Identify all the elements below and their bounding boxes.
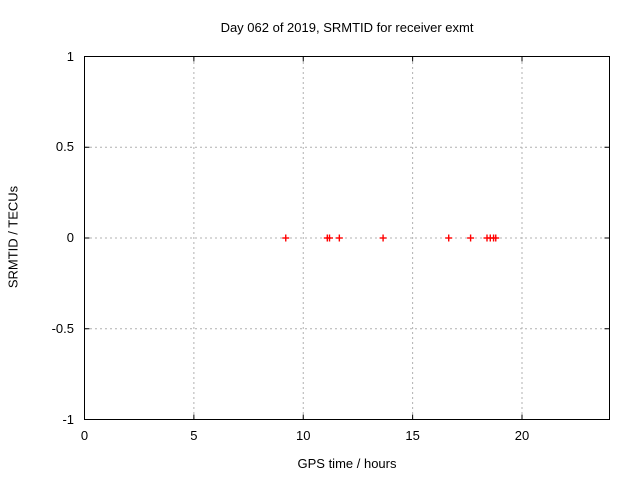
x-axis-label: GPS time / hours — [297, 456, 397, 471]
y-tick-label: -0.5 — [51, 320, 74, 336]
data-point-marker — [379, 234, 387, 242]
plot-border — [84, 56, 610, 420]
x-tick-label: 20 — [514, 428, 530, 443]
chart-title: Day 062 of 2019, SRMTID for receiver exm… — [220, 20, 474, 35]
x-tick-label: 0 — [80, 428, 89, 443]
y-tick-label: 0 — [66, 230, 74, 245]
x-tick-label: 5 — [190, 428, 198, 443]
grid-lines — [85, 57, 609, 419]
y-tick-label: -1 — [62, 411, 74, 427]
data-points-srmtid — [282, 234, 500, 242]
data-point-marker — [326, 234, 333, 242]
data-point-marker — [467, 234, 475, 242]
x-tick-label: 10 — [296, 428, 311, 443]
x-tick-label: 15 — [405, 428, 420, 443]
y-tick-label: 1 — [66, 48, 74, 64]
data-point-marker — [445, 234, 453, 242]
data-point-marker — [282, 234, 290, 242]
data-point-marker — [492, 234, 500, 242]
plot-area — [84, 56, 610, 420]
y-tick-label: 0.5 — [55, 139, 74, 155]
data-point-marker — [335, 234, 343, 242]
